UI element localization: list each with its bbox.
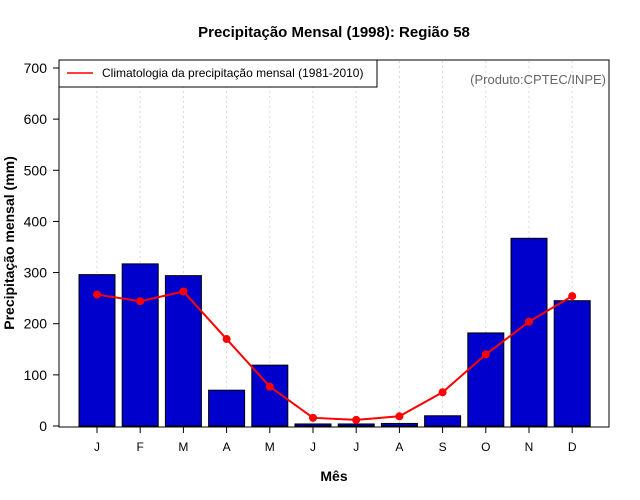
x-tick-label: A: [223, 440, 231, 454]
bar: [510, 237, 548, 427]
x-tick-label: M: [178, 440, 188, 454]
legend-box: [58, 59, 378, 88]
bar: [121, 263, 159, 427]
bar: [467, 332, 505, 427]
x-axis-title: Mês: [320, 468, 347, 484]
x-tick-label: M: [265, 440, 275, 454]
climatology-point: [265, 382, 274, 391]
climatology-line: [96, 290, 573, 421]
bar: [337, 423, 375, 427]
climatology-point: [179, 287, 188, 296]
y-tick-label: 700: [24, 60, 48, 76]
bar: [294, 423, 332, 427]
bar: [553, 300, 591, 427]
x-tick-label: J: [353, 440, 359, 454]
y-axis: 0 100 200 300 400 500 600 700: [24, 60, 59, 434]
y-axis-title: Precipitação mensal (mm): [1, 156, 17, 330]
x-tick-label: O: [481, 440, 490, 454]
climatology-point: [525, 317, 533, 326]
climatology-series: [93, 287, 577, 424]
x-tick-label: A: [395, 440, 403, 454]
bar: [164, 275, 202, 427]
climatology-point: [352, 415, 361, 424]
bar: [208, 389, 246, 427]
x-tick-label: J: [94, 440, 100, 454]
y-tick-label: 600: [24, 111, 48, 127]
bar-series: [78, 237, 591, 427]
climatology-point: [438, 388, 447, 397]
y-tick-label: 100: [24, 367, 48, 383]
y-tick-label: 400: [24, 213, 48, 229]
legend: Climatologia da precipitação mensal (198…: [58, 59, 378, 88]
climatology-point: [395, 412, 404, 421]
climatology-point: [568, 292, 577, 301]
bar: [424, 415, 462, 427]
bar: [380, 422, 418, 427]
y-tick-label: 300: [24, 265, 48, 281]
x-tick-label: J: [310, 440, 316, 454]
x-tick-label: F: [137, 440, 144, 454]
x-tick-label: D: [568, 440, 577, 454]
climatology-point: [309, 413, 317, 422]
climatology-point: [481, 350, 490, 359]
chart-title: Precipitação Mensal (1998): Região 58: [198, 24, 470, 41]
climatology-point: [222, 335, 231, 344]
climatology-point: [136, 297, 145, 306]
x-tick-label: S: [439, 440, 447, 454]
source-annotation: (Produto:CPTEC/INPE): [470, 72, 606, 87]
climatology-point: [93, 290, 101, 299]
x-tick-label: N: [525, 440, 534, 454]
legend-label: Climatologia da precipitação mensal (198…: [102, 66, 363, 80]
y-tick-label: 0: [39, 418, 47, 434]
bar: [78, 274, 116, 427]
vertical-grid: [96, 61, 573, 426]
y-tick-label: 200: [24, 316, 48, 332]
y-tick-label: 500: [24, 162, 48, 178]
